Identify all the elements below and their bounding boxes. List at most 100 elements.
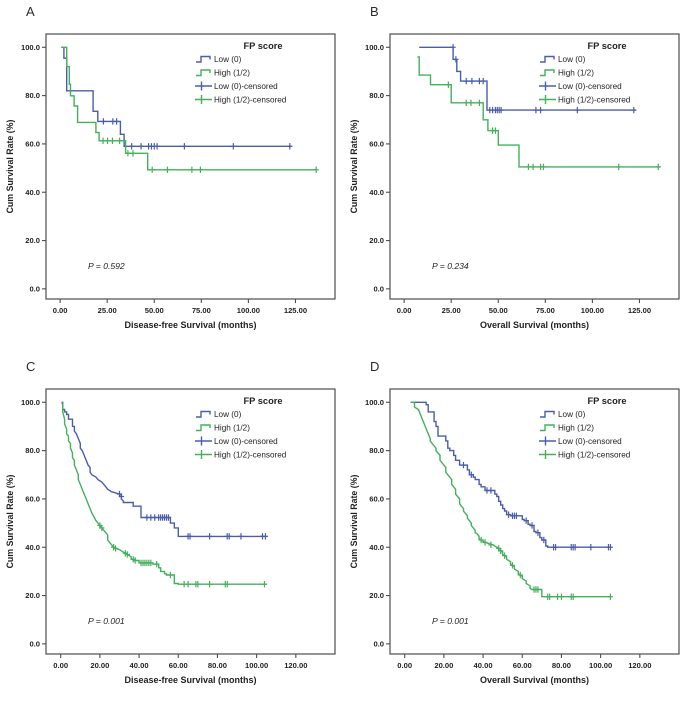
x-tick-label: 0.00 [53, 306, 68, 315]
x-tick-label: 40.00 [474, 661, 493, 670]
km-chart-c: 0.0 20.0 40.0 60.0 80.0 100.0 Cum Survival Rat… [0, 355, 344, 710]
y-tick-label: 60.0 [369, 140, 384, 149]
x-axis: 0.00 25.00 50.00 75.00 100.00 125.00 Overall S… [397, 299, 651, 330]
legend-item-label: High (1/2)-censored [558, 96, 631, 105]
y-tick-label: 40.0 [369, 188, 384, 197]
panel-a: A 0.0 20.0 40.0 60.0 80.0 100.0 Cum Survival R… [0, 0, 344, 355]
x-axis-title: Disease-free Survival (months) [124, 320, 256, 330]
legend-item-label: Low (0)-censored [214, 437, 278, 446]
legend-step-line-icon [196, 69, 211, 77]
x-tick-label: 100.00 [589, 661, 612, 670]
x-tick-label: 50.00 [489, 306, 508, 315]
p-value-label: P = 0.592 [88, 261, 125, 271]
survival-line-low [61, 401, 267, 538]
y-tick-label: 20.0 [369, 236, 384, 245]
legend-item: Low (0) [540, 55, 586, 64]
km-plot-c: 0.0 20.0 40.0 60.0 80.0 100.0 Cum Survival Rat… [5, 388, 336, 685]
km-plot-a: 0.0 20.0 40.0 60.0 80.0 100.0 Cum Survival Rat… [5, 33, 336, 330]
legend-item: High (1/2)-censored [195, 450, 287, 460]
x-tick-label: 20.00 [90, 661, 109, 670]
censor-marks-low [100, 118, 293, 150]
x-tick-label: 75.00 [192, 306, 211, 315]
survival-curve-high [61, 46, 319, 173]
km-chart-a: 0.0 20.0 40.0 60.0 80.0 100.0 Cum Survival Rat… [0, 0, 344, 355]
legend-title: FP score [587, 41, 626, 51]
x-tick-label: 25.00 [98, 306, 117, 315]
y-tick-label: 80.0 [369, 91, 384, 100]
legend-step-line-icon [540, 69, 555, 77]
survival-line-high [61, 46, 317, 171]
y-tick-label: 0.0 [29, 284, 40, 293]
legend-item-label: High (1/2)-censored [214, 96, 287, 105]
p-value-label: P = 0.001 [88, 616, 125, 626]
x-tick-label: 100.00 [245, 661, 268, 670]
panel-a-label: A [26, 4, 36, 19]
legend-item: High (1/2) [196, 424, 250, 433]
legend-item-label: High (1/2)-censored [558, 451, 631, 460]
y-tick-label: 40.0 [25, 543, 40, 552]
survival-curve-low [61, 401, 269, 540]
legend-item-label: Low (0) [558, 410, 586, 419]
panel-b: B 0.0 20.0 40.0 60.0 80.0 100.0 Cum Survival R… [344, 0, 688, 355]
y-axis-title: Cum Survival Rate (%) [5, 475, 15, 569]
survival-line-low [419, 46, 636, 111]
km-chart-b: 0.0 20.0 40.0 60.0 80.0 100.0 Cum Survival Rat… [344, 0, 688, 355]
x-axis: 0.00 25.00 50.00 75.00 100.00 125.00 Disease-f… [53, 299, 307, 330]
panel-d-label: D [370, 359, 380, 374]
panel-c: C 0.0 20.0 40.0 60.0 80.0 100.0 Cum Survival R… [0, 355, 344, 710]
legend-item-label: High (1/2) [214, 424, 250, 433]
x-tick-label: 75.00 [536, 306, 555, 315]
panel-b-label: B [370, 4, 380, 19]
legend-step-line-icon [540, 424, 555, 432]
x-tick-label: 50.00 [145, 306, 164, 315]
survival-curve-low [419, 44, 637, 114]
survival-curve-high [417, 56, 661, 171]
x-tick-label: 60.00 [513, 661, 532, 670]
legend-item: Low (0)-censored [539, 81, 622, 91]
km-plot-d: 0.0 20.0 40.0 60.0 80.0 100.0 Cum Survival Rat… [349, 388, 680, 685]
legend-item: High (1/2) [540, 424, 594, 433]
x-tick-label: 120.00 [628, 661, 651, 670]
x-axis-title: Disease-free Survival (months) [124, 675, 256, 685]
legend-item: Low (0) [196, 55, 242, 64]
survival-line-low [62, 46, 292, 148]
y-tick-label: 100.0 [21, 398, 40, 407]
y-tick-label: 60.0 [369, 495, 384, 504]
plot-frame [389, 388, 680, 655]
legend-item-label: Low (0) [214, 410, 242, 419]
x-axis-title: Overall Survival (months) [480, 675, 589, 685]
x-tick-label: 0.00 [53, 661, 68, 670]
x-tick-label: 100.00 [237, 306, 260, 315]
x-tick-label: 80.00 [552, 661, 571, 670]
x-axis: 0.00 20.00 40.00 60.00 80.00 100.00 120.00 Over… [397, 654, 651, 685]
y-tick-label: 40.0 [369, 543, 384, 552]
x-tick-label: 80.00 [208, 661, 227, 670]
x-tick-label: 20.00 [434, 661, 453, 670]
legend-item: Low (0) [540, 410, 586, 419]
legend-step-line-icon [196, 410, 211, 418]
km-plot-b: 0.0 20.0 40.0 60.0 80.0 100.0 Cum Survival Rat… [349, 33, 680, 330]
survival-curve-high [61, 402, 268, 588]
plot-frame [45, 388, 336, 655]
legend-title: FP score [587, 396, 626, 406]
legend-item-label: Low (0) [558, 55, 586, 64]
y-axis-title: Cum Survival Rate (%) [349, 475, 359, 569]
x-tick-label: 25.00 [442, 306, 461, 315]
km-chart-d: 0.0 20.0 40.0 60.0 80.0 100.0 Cum Survival Rat… [344, 355, 688, 710]
plot-frame [45, 33, 336, 300]
y-tick-label: 80.0 [369, 446, 384, 455]
y-tick-label: 60.0 [25, 495, 40, 504]
legend-step-line-icon [540, 410, 555, 418]
y-tick-label: 60.0 [25, 140, 40, 149]
p-value-label: P = 0.234 [432, 261, 469, 271]
legend-step-line-icon [196, 424, 211, 432]
y-axis-title: Cum Survival Rate (%) [5, 120, 15, 214]
y-tick-label: 100.0 [21, 43, 40, 52]
legend-item: Low (0) [196, 410, 242, 419]
censor-marks-low [460, 461, 614, 551]
y-axis: 0.0 20.0 40.0 60.0 80.0 100.0 Cum Survival Rat… [349, 398, 390, 648]
y-axis: 0.0 20.0 40.0 60.0 80.0 100.0 Cum Survival Rat… [5, 43, 46, 293]
legend-item-label: Low (0) [214, 55, 242, 64]
